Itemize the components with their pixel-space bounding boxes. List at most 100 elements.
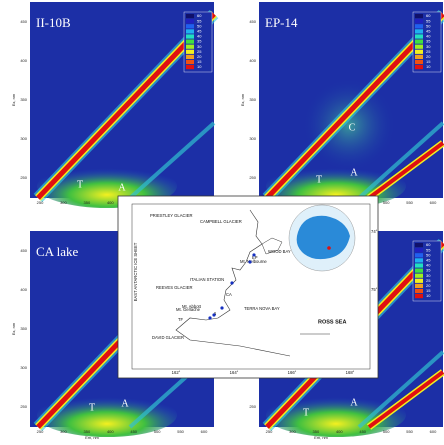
station-dot	[252, 253, 255, 256]
colorbar-swatch	[415, 24, 423, 28]
y-tick-label: 250	[20, 175, 27, 180]
colorbar-swatch	[415, 34, 423, 38]
colorbar-label: 10	[426, 64, 431, 69]
peak-label: A	[350, 167, 358, 178]
x-tick-label: 400	[336, 429, 343, 434]
peak-label: A	[350, 397, 358, 408]
colorbar-swatch	[415, 269, 423, 273]
colorbar-swatch	[415, 289, 423, 293]
lon-label: 168°	[346, 370, 355, 375]
colorbar-swatch	[186, 29, 194, 33]
x-tick-label: 450	[359, 429, 366, 434]
x-tick-label: 550	[177, 429, 184, 434]
y-tick-label: 300	[20, 365, 27, 370]
figure: II-10BTA60555045403530252015102503003504…	[0, 0, 444, 445]
y-tick-label: 450	[249, 19, 256, 24]
panel-title: II-10B	[36, 15, 71, 30]
site-marker	[327, 246, 331, 250]
x-tick-label: 350	[84, 429, 91, 434]
colorbar-swatch	[415, 294, 423, 298]
x-tick-label: 300	[60, 429, 67, 434]
station-dot	[208, 316, 211, 319]
lon-label: 162°	[172, 370, 181, 375]
y-tick-label: 400	[249, 58, 256, 63]
x-tick-label: 550	[406, 200, 413, 205]
colorbar-swatch	[415, 284, 423, 288]
colorbar-swatch	[186, 40, 194, 44]
y-axis-label: Ex, nm	[240, 93, 245, 106]
station-dot	[230, 281, 233, 284]
colorbar-swatch	[415, 29, 423, 33]
map-label: ITALIAN STATION	[190, 277, 224, 282]
colorbar-swatch	[415, 55, 423, 59]
x-tick-label: 400	[107, 200, 114, 205]
y-tick-label: 350	[20, 97, 27, 102]
colorbar-swatch	[186, 14, 194, 18]
map-label: EAST ANTARCTIC ICE SHEET	[133, 242, 138, 301]
y-axis-label: Ex, nm	[11, 322, 16, 335]
colorbar-swatch	[415, 274, 423, 278]
panel-title: EP-14	[265, 15, 298, 30]
x-axis-label: Em, nm	[314, 435, 328, 440]
colorbar-swatch	[415, 263, 423, 267]
map-label: DAVID GLACIER	[152, 335, 184, 340]
colorbar-swatch	[415, 60, 423, 64]
colorbar-swatch	[186, 65, 194, 69]
colorbar-swatch	[415, 258, 423, 262]
colorbar-label: 10	[426, 293, 431, 298]
x-tick-label: 450	[130, 429, 137, 434]
eem-panel: EP-14CTA60555045403530252015102503003504…	[240, 2, 443, 208]
lon-label: 166°	[288, 370, 297, 375]
y-tick-label: 300	[20, 136, 27, 141]
peak-label: T	[316, 174, 322, 185]
y-tick-label: 350	[249, 97, 256, 102]
colorbar-swatch	[186, 19, 194, 23]
lat-label: 75°	[371, 287, 378, 292]
x-tick-label: 500	[383, 200, 390, 205]
x-tick-label: 400	[107, 429, 114, 434]
x-tick-label: 500	[383, 429, 390, 434]
y-tick-label: 300	[249, 136, 256, 141]
colorbar-swatch	[186, 34, 194, 38]
y-tick-label: 450	[20, 248, 27, 253]
x-axis-label: Em, nm	[85, 435, 99, 440]
map: PRIESTLEY GLACIER CAMPBELL GLACIER EAST AN…	[118, 196, 378, 378]
station-dot	[212, 313, 215, 316]
x-tick-label: 600	[430, 200, 437, 205]
lon-label: 164°	[230, 370, 239, 375]
map-label: TF	[178, 317, 184, 322]
y-tick-label: 400	[20, 58, 27, 63]
map-label: Mt. Gerlache	[176, 307, 201, 312]
colorbar-swatch	[186, 50, 194, 54]
map-label: ROSS SEA	[318, 319, 346, 325]
panel-title: CA lake	[36, 244, 78, 259]
colorbar-swatch	[415, 279, 423, 283]
map-label: REEVES GLACIER	[156, 285, 193, 290]
y-axis-label: Ex, nm	[11, 93, 16, 106]
peak-label: T	[77, 179, 83, 190]
station-dot	[220, 306, 223, 309]
colorbar-swatch	[186, 55, 194, 59]
y-tick-label: 450	[20, 19, 27, 24]
x-tick-label: 600	[430, 429, 437, 434]
x-tick-label: 350	[84, 200, 91, 205]
colorbar-label: 10	[197, 64, 202, 69]
colorbar-swatch	[186, 24, 194, 28]
x-tick-label: 250	[37, 429, 44, 434]
map-label: PRIESTLEY GLACIER	[150, 213, 193, 218]
peak-label: C	[349, 122, 356, 133]
colorbar-swatch	[415, 14, 423, 18]
peak-label: A	[118, 182, 126, 193]
map-label: CAMPBELL GLACIER	[200, 219, 242, 224]
colorbar-swatch	[186, 45, 194, 49]
lat-label: 74°	[371, 229, 378, 234]
peak-label: T	[303, 407, 309, 418]
x-tick-label: 250	[37, 200, 44, 205]
map-label: CA	[226, 292, 232, 297]
map-label: TERRA NOVA BAY	[244, 306, 280, 311]
x-tick-label: 500	[154, 429, 161, 434]
y-tick-label: 250	[249, 175, 256, 180]
colorbar-swatch	[415, 253, 423, 257]
colorbar-swatch	[415, 50, 423, 54]
